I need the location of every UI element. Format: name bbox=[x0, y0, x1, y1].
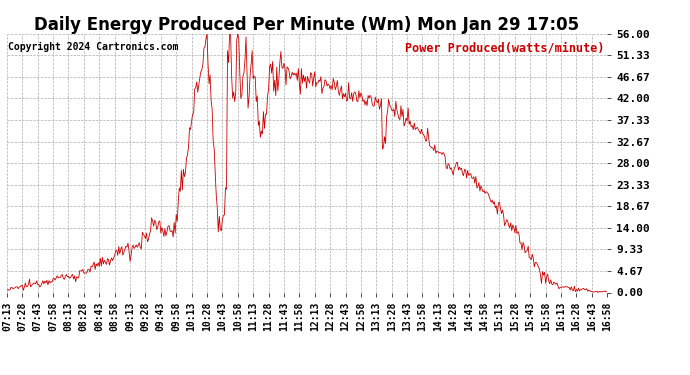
Text: Power Produced(watts/minute): Power Produced(watts/minute) bbox=[405, 42, 604, 54]
Text: Copyright 2024 Cartronics.com: Copyright 2024 Cartronics.com bbox=[8, 42, 179, 51]
Title: Daily Energy Produced Per Minute (Wm) Mon Jan 29 17:05: Daily Energy Produced Per Minute (Wm) Mo… bbox=[34, 16, 580, 34]
